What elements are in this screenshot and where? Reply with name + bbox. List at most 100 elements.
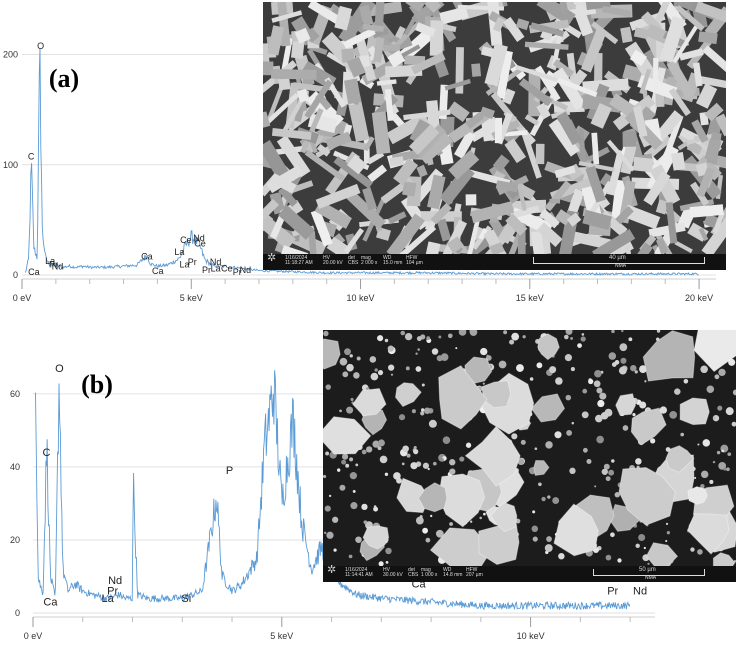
y-tick-label-b-1: 20 xyxy=(10,535,20,545)
small-particle xyxy=(423,407,431,414)
crystal-rod xyxy=(692,62,703,87)
crystal-rod xyxy=(366,151,385,165)
small-particle xyxy=(349,472,358,480)
small-particle xyxy=(546,536,552,542)
small-particle xyxy=(601,468,608,475)
crystal-rod xyxy=(271,128,312,140)
crystal-rod xyxy=(383,43,400,52)
crystal-rod xyxy=(346,56,366,78)
crystal-rod xyxy=(659,16,686,63)
element-label-a-16: La xyxy=(211,264,221,274)
crystal-rod xyxy=(271,68,317,80)
small-particle xyxy=(426,336,431,341)
small-particle xyxy=(700,470,709,479)
small-particle xyxy=(465,442,472,448)
small-particle xyxy=(339,484,346,491)
small-particle xyxy=(326,531,334,539)
crystal-rod xyxy=(524,114,540,126)
small-particle xyxy=(350,502,358,510)
sem-datetime-b: 1/16/2024 11:14:41 AM xyxy=(345,567,373,578)
crystal-rod xyxy=(510,205,540,219)
crystal-rod xyxy=(492,154,510,172)
crystal-rod xyxy=(384,88,394,122)
crystal-rod xyxy=(371,111,391,155)
small-particle xyxy=(565,330,573,335)
small-particle xyxy=(594,369,602,378)
small-particle xyxy=(378,561,384,566)
crystal-rod xyxy=(470,201,515,224)
large-particle xyxy=(464,356,493,384)
crystal-rod xyxy=(429,20,444,56)
large-particle xyxy=(679,397,710,426)
small-particle xyxy=(442,436,451,444)
x-tick-label-a-3: 15 keV xyxy=(516,293,544,303)
element-label-b-7: P xyxy=(226,465,233,477)
crystal-rod xyxy=(314,200,352,229)
small-particle xyxy=(581,411,589,419)
large-particle xyxy=(533,459,550,476)
crystal-rod xyxy=(394,26,406,40)
small-particle xyxy=(413,449,419,455)
small-particle xyxy=(325,451,330,456)
small-particle xyxy=(405,366,410,371)
crystal-rod xyxy=(504,138,527,164)
small-particle xyxy=(369,356,377,363)
crystal-rod xyxy=(288,180,314,194)
small-particle xyxy=(683,378,689,384)
small-particle xyxy=(517,458,525,466)
crystal-rod xyxy=(414,22,436,38)
sem-info-bar-b: ✲ 1/16/2024 11:14:41 AM HV 30.00 kV det CBS… xyxy=(323,565,736,582)
small-particle xyxy=(366,446,373,453)
small-particle xyxy=(552,497,560,504)
crystal-rod xyxy=(409,118,430,144)
small-particle xyxy=(605,554,612,561)
small-particle xyxy=(449,459,456,466)
crystal-rod xyxy=(594,52,603,86)
crystal-rod xyxy=(715,113,726,137)
crystal-rod xyxy=(544,180,572,212)
crystal-rod xyxy=(277,2,291,47)
large-particle xyxy=(665,445,695,473)
crystal-rod xyxy=(366,2,403,17)
crystal-rod xyxy=(346,190,386,230)
small-particle xyxy=(608,469,615,476)
crystal-rod xyxy=(648,222,686,238)
small-particle xyxy=(410,462,418,470)
element-label-b-0: O xyxy=(55,363,64,375)
small-particle xyxy=(384,338,389,343)
small-particle xyxy=(665,522,669,526)
y-tick-label-a-2: 200 xyxy=(3,50,18,60)
crystal-rod xyxy=(465,194,477,206)
crystal-rod xyxy=(592,229,636,254)
small-particle xyxy=(632,413,636,417)
instrument-logo-icon: ✲ xyxy=(267,252,277,264)
crystal-rod xyxy=(454,130,476,159)
large-particle xyxy=(464,425,521,487)
small-particle xyxy=(498,360,507,369)
crystal-rod xyxy=(554,209,572,226)
small-particle xyxy=(323,474,327,479)
crystal-rod xyxy=(633,27,649,40)
crystal-rod xyxy=(694,2,726,27)
small-particle xyxy=(694,476,697,479)
small-particle xyxy=(346,363,354,372)
small-particle xyxy=(353,372,360,379)
small-particle xyxy=(455,347,458,350)
small-particle xyxy=(438,335,442,339)
crystal-rod xyxy=(398,224,437,254)
large-particle xyxy=(429,527,493,566)
small-particle xyxy=(639,365,647,374)
small-particle xyxy=(415,352,418,355)
crystal-rod xyxy=(389,156,404,167)
small-particle xyxy=(323,330,329,337)
y-tick-label-b-2: 40 xyxy=(10,462,20,472)
crystal-rod xyxy=(343,227,365,254)
crystal-rod xyxy=(387,211,407,225)
small-particle xyxy=(361,449,367,455)
element-label-a-6: Ca xyxy=(141,252,153,262)
crystal-rod xyxy=(341,48,355,63)
small-particle xyxy=(422,462,430,469)
small-particle xyxy=(554,431,562,439)
crystal-rod xyxy=(536,2,576,26)
small-particle xyxy=(430,514,433,518)
